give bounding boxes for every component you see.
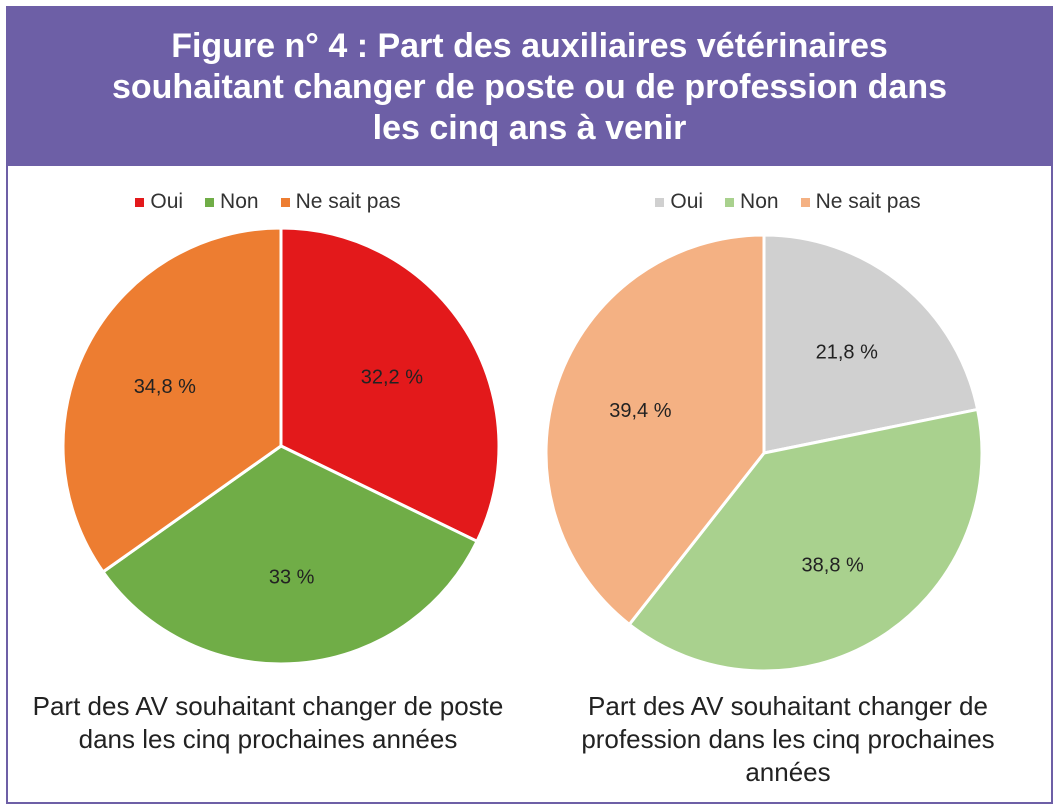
legend: Oui Non Ne sait pas bbox=[8, 190, 528, 214]
legend-swatch-oui bbox=[135, 197, 145, 207]
legend-item-ne-sait-pas: Ne sait pas bbox=[800, 190, 921, 214]
legend-swatch-non bbox=[725, 197, 735, 207]
legend-swatch-ne-sait-pas bbox=[800, 197, 810, 207]
data-label-non: 33 % bbox=[269, 566, 315, 588]
pie-slice-ne-sait-pas bbox=[544, 233, 766, 627]
pie-slice-oui bbox=[762, 233, 980, 455]
title-banner: Figure n° 4 : Part des auxiliaires vétér… bbox=[8, 8, 1051, 166]
pie-chart-poste: 32,2 % 33 % 34,8 % bbox=[61, 226, 501, 666]
legend-label-non: Non bbox=[220, 190, 259, 213]
data-label-oui: 21,8 % bbox=[816, 342, 878, 364]
data-label-non: 38,8 % bbox=[802, 554, 864, 576]
data-label-ne-sait-pas: 34,8 % bbox=[134, 376, 196, 398]
chart-panel-profession: Oui Non Ne sait pas 21,8 % 38,8 % 39,4 % P… bbox=[528, 168, 1048, 798]
pie-slice-non bbox=[627, 407, 984, 673]
legend-label-non: Non bbox=[740, 190, 779, 213]
chart-caption-profession: Part des AV souhaitant changer de profes… bbox=[581, 691, 995, 787]
pie-chart-profession: 21,8 % 38,8 % 39,4 % bbox=[544, 233, 984, 673]
chart-caption-poste: Part des AV souhaitant changer de poste … bbox=[32, 691, 504, 754]
legend-label-ne-sait-pas: Ne sait pas bbox=[815, 190, 921, 213]
legend-label-oui: Oui bbox=[670, 190, 704, 213]
figure-title: Figure n° 4 : Part des auxiliaires vétér… bbox=[111, 26, 947, 147]
legend-swatch-ne-sait-pas bbox=[280, 197, 290, 207]
legend-item-oui: Oui bbox=[135, 190, 183, 214]
chart-panel-poste: Oui Non Ne sait pas 32,2 % 33 % 34,8 % Par… bbox=[8, 168, 528, 798]
pie-slice-oui bbox=[279, 226, 501, 544]
legend-item-ne-sait-pas: Ne sait pas bbox=[280, 190, 401, 214]
data-label-oui: 32,2 % bbox=[361, 367, 423, 389]
pie-slice-ne-sait-pas bbox=[61, 226, 283, 575]
legend-label-ne-sait-pas: Ne sait pas bbox=[295, 190, 401, 213]
legend-swatch-non bbox=[205, 197, 215, 207]
legend-swatch-oui bbox=[655, 197, 665, 207]
figure-frame: Figure n° 4 : Part des auxiliaires vétér… bbox=[6, 6, 1053, 804]
legend-item-non: Non bbox=[725, 190, 779, 214]
pie-slice-non bbox=[100, 444, 480, 666]
legend-item-oui: Oui bbox=[655, 190, 703, 214]
legend-item-non: Non bbox=[205, 190, 259, 214]
legend: Oui Non Ne sait pas bbox=[528, 190, 1048, 214]
data-label-ne-sait-pas: 39,4 % bbox=[609, 400, 671, 422]
legend-label-oui: Oui bbox=[150, 190, 184, 213]
